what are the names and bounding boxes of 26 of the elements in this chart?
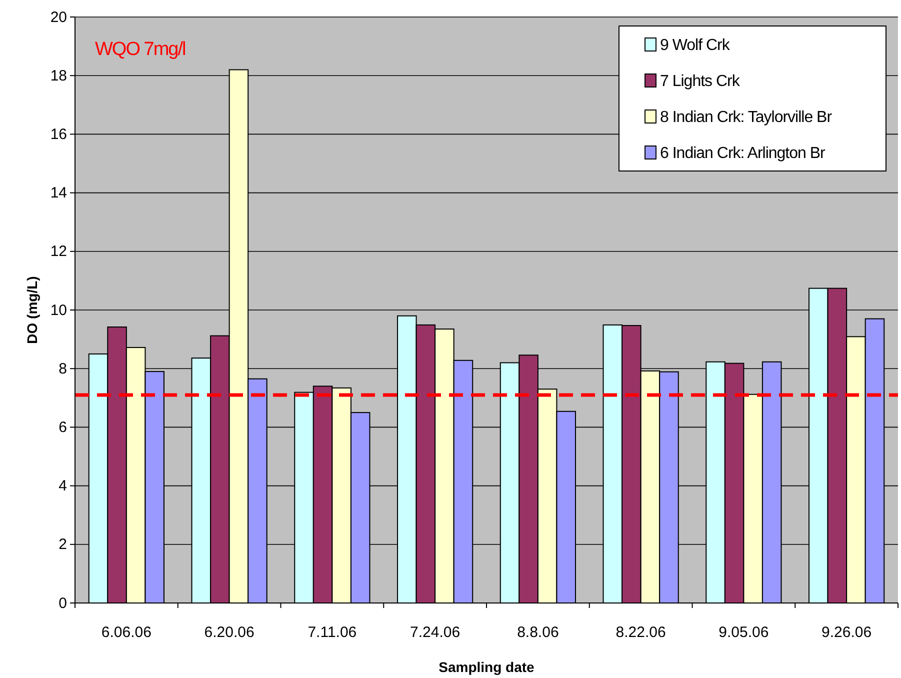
y-axis-title: DO (mg/L) xyxy=(24,276,40,344)
x-tick-label: 7.24.06 xyxy=(410,624,460,641)
x-tick-label: 9.05.06 xyxy=(718,624,769,641)
x-axis-title: Sampling date xyxy=(438,659,535,675)
y-tick-label: 18 xyxy=(50,67,67,84)
x-tick-label: 6.06.06 xyxy=(101,624,152,641)
y-tick-label: 2 xyxy=(58,536,67,554)
annotation: WQO 7mg/l xyxy=(95,39,186,60)
x-tick-label: 6.20.06 xyxy=(204,624,254,641)
y-tick-label: 8 xyxy=(58,360,67,378)
y-tick-label: 10 xyxy=(50,302,67,319)
legend-label: 6 Indian Crk: Arlington Br xyxy=(660,145,826,162)
x-tick-label: 7.11.06 xyxy=(308,624,357,641)
y-tick-label: 4 xyxy=(58,478,67,495)
y-tick-label: 12 xyxy=(50,243,67,260)
x-tick-label: 8.8.06 xyxy=(517,624,559,641)
y-tick-label: 0 xyxy=(58,594,67,612)
legend-label: 7 Lights Crk xyxy=(660,73,741,90)
y-tick-label: 20 xyxy=(50,8,67,26)
y-tick-label: 14 xyxy=(50,184,67,202)
legend-label: 8 Indian Crk: Taylorville Br xyxy=(660,109,833,126)
x-tick-label: 8.22.06 xyxy=(616,624,666,641)
legend-label: 9 Wolf Crk xyxy=(660,37,731,54)
y-tick-label: 6 xyxy=(58,419,67,436)
x-tick-label: 9.26.06 xyxy=(822,624,872,641)
y-tick-label: 16 xyxy=(50,126,67,143)
